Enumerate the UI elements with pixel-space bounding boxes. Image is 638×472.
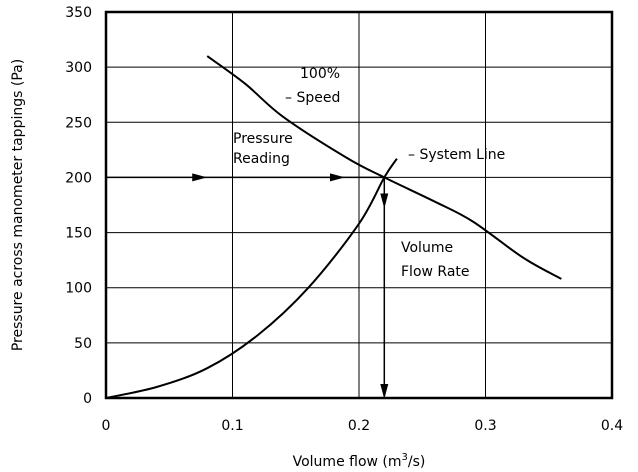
- pressure-arrowhead: [329, 173, 345, 182]
- y-tick-label: 50: [74, 336, 92, 352]
- series-layer: [105, 55, 562, 399]
- y-axis-title: Pressure across manometer tappings (Pa): [10, 59, 26, 351]
- annotation-flow: Volume: [401, 240, 453, 256]
- x-axis-title: Volume flow (m3/s): [293, 452, 426, 470]
- gridlines: [106, 12, 612, 398]
- flow-arrowhead: [380, 384, 389, 399]
- y-tick-label: 0: [83, 391, 92, 407]
- x-tick-label: 0.1: [221, 418, 243, 434]
- y-tick-label: 350: [65, 5, 92, 21]
- annotation-speed: 100%: [300, 66, 340, 82]
- x-tick-labels: 0 0.1 0.2 0.3 0.4: [102, 418, 624, 434]
- reading-arrows: [106, 173, 389, 399]
- annotation-system: – System Line: [408, 147, 505, 163]
- x-axis-title-tail: /s): [408, 454, 425, 470]
- x-tick-label: 0.4: [601, 418, 623, 434]
- y-tick-label: 150: [65, 226, 92, 242]
- y-tick-label: 250: [65, 115, 92, 131]
- x-axis-title-sup: 3: [402, 452, 408, 463]
- pressure-arrowhead: [192, 173, 208, 182]
- annotation-speed: – Speed: [285, 90, 340, 106]
- annotations: 100% – Speed – System Line Pressure Reading V…: [233, 66, 505, 280]
- annotation-flow: Flow Rate: [401, 264, 470, 280]
- x-axis-title-base: Volume flow (m: [293, 454, 402, 470]
- y-tick-labels: 0 50 100 150 200 250 300 350: [65, 5, 92, 407]
- y-tick-label: 300: [65, 60, 92, 76]
- x-tick-label: 0.3: [474, 418, 496, 434]
- plot-area-frame: [104, 10, 614, 400]
- y-tick-label: 100: [65, 281, 92, 297]
- x-tick-label: 0.2: [348, 418, 370, 434]
- system-line-curve: [105, 158, 398, 399]
- annotation-pressure: Pressure: [233, 131, 293, 147]
- annotation-pressure: Reading: [233, 151, 290, 167]
- flow-arrowhead: [380, 193, 389, 209]
- x-tick-label: 0: [102, 418, 111, 434]
- y-tick-label: 200: [65, 170, 92, 186]
